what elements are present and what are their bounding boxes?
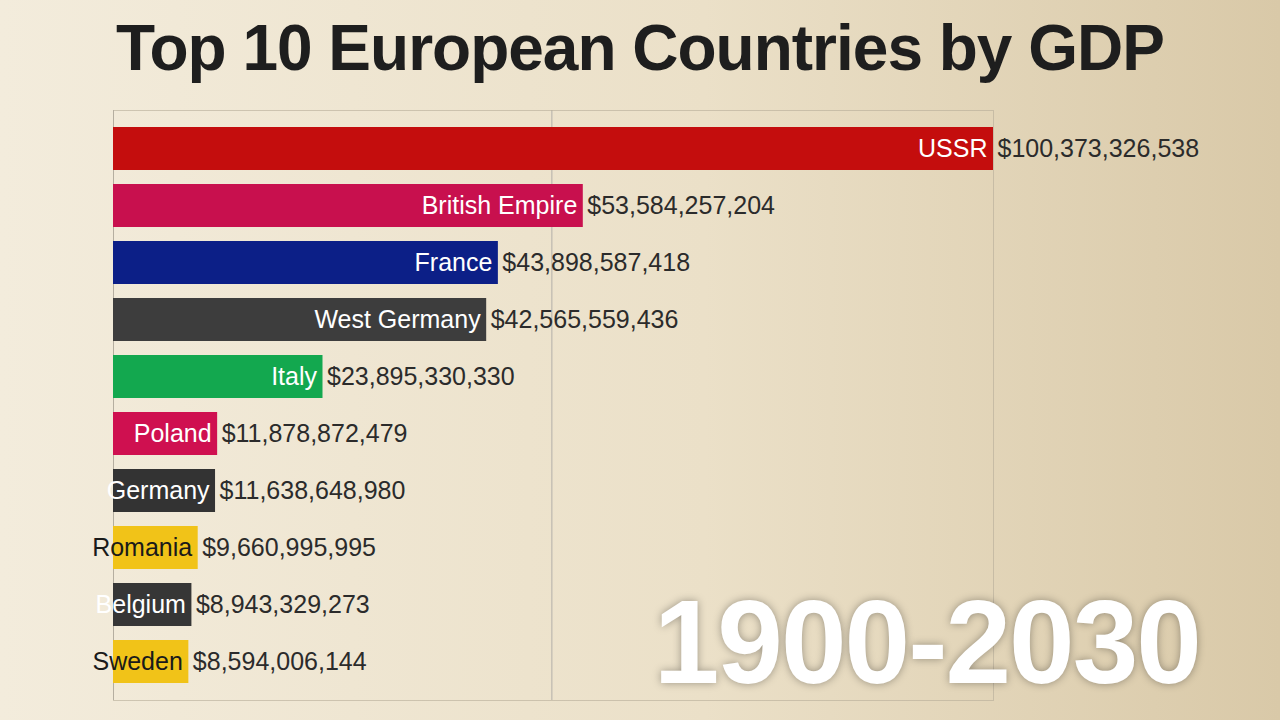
svg-text:Italy: Italy [271,362,317,390]
svg-text:Germany: Germany [107,476,210,504]
svg-text:$8,943,329,273: $8,943,329,273 [196,590,370,618]
svg-text:$100,373,326,538: $100,373,326,538 [998,134,1200,162]
svg-text:$42,565,559,436: $42,565,559,436 [491,305,679,333]
svg-text:$23,895,330,330: $23,895,330,330 [327,362,515,390]
svg-text:Belgium: Belgium [96,590,186,618]
svg-text:Poland: Poland [134,419,212,447]
html-text:Top 10 European Countries by G: Top 10 European Countries by GDP [116,12,1164,84]
svg-text:British Empire: British Empire [422,191,578,219]
svg-text:France: France [415,248,493,276]
svg-text:USSR: USSR [918,134,987,162]
svg-text:$8,594,006,144: $8,594,006,144 [193,647,367,675]
svg-text:Sweden: Sweden [92,647,182,675]
svg-text:$11,878,872,479: $11,878,872,479 [222,419,408,447]
svg-text:Romania: Romania [92,533,192,561]
html-text:1900-2030: 1900-2030 [653,576,1200,708]
svg-text:$11,638,648,980: $11,638,648,980 [220,476,406,504]
svg-text:$53,584,257,204: $53,584,257,204 [587,191,775,219]
svg-text:West Germany: West Germany [314,305,481,333]
svg-text:$43,898,587,418: $43,898,587,418 [502,248,690,276]
svg-text:$9,660,995,995: $9,660,995,995 [202,533,376,561]
